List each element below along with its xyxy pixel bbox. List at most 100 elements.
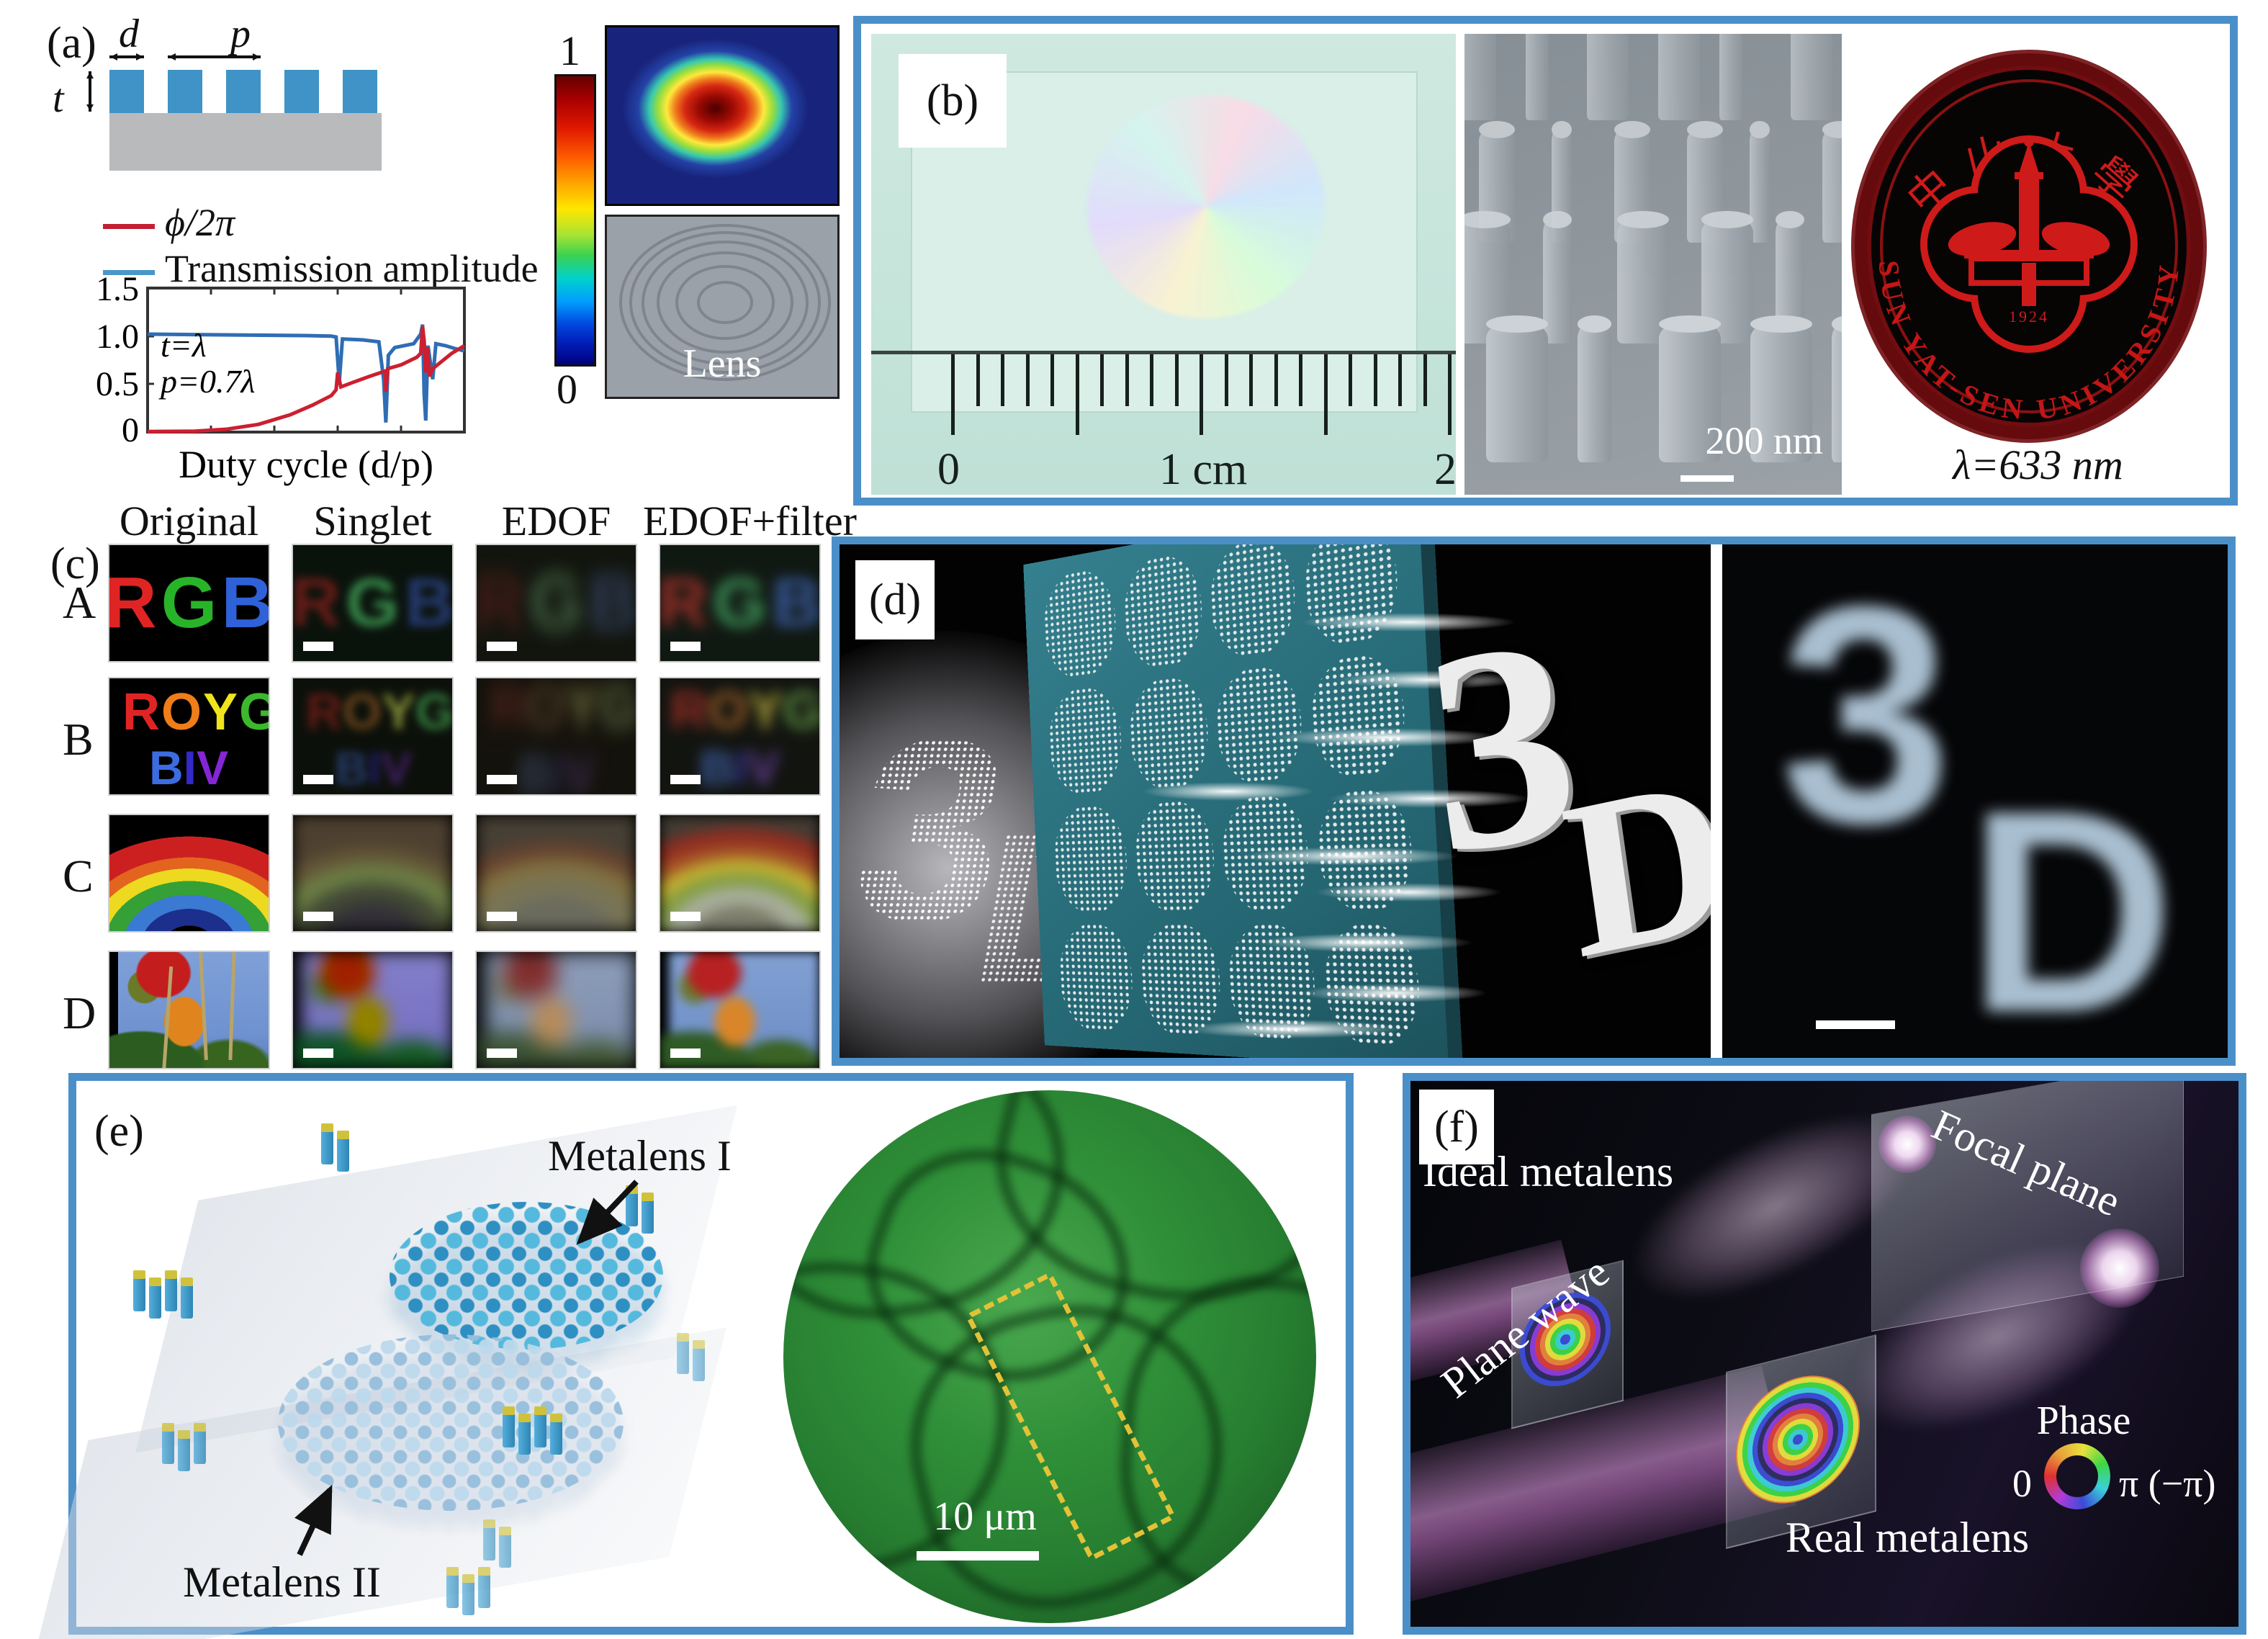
metalens-2-3d — [278, 1334, 624, 1511]
letter: B — [518, 743, 552, 796]
letter: B — [221, 562, 270, 643]
panel-b-label: (b) — [926, 76, 979, 125]
scale-bar — [487, 1048, 517, 1058]
scale-bar — [1816, 1020, 1895, 1029]
plot-legend: ϕ/2π Transmission amplitude — [103, 199, 539, 292]
phase-curve — [147, 326, 466, 434]
column-header-singlet: Singlet — [313, 498, 432, 544]
focal-spot-2 — [2080, 1229, 2159, 1308]
scale-bar — [670, 642, 701, 651]
letter: R — [122, 683, 161, 741]
pillar-clusters — [76, 1081, 1346, 1627]
letter: Y — [748, 682, 783, 740]
letter: B — [149, 741, 184, 794]
metalens-photo: 0 1 cm 2 (b) — [871, 34, 1456, 495]
letter: R — [670, 682, 708, 740]
d-arrow — [109, 53, 144, 60]
row-label-b: B — [63, 714, 94, 765]
letter: I — [368, 742, 381, 794]
ytick-1_0: 1.0 — [96, 318, 139, 356]
scale-bar — [303, 1048, 333, 1058]
logo-year: 1924 — [2009, 307, 2049, 325]
grating-pillar — [284, 70, 319, 113]
rainbow-graphic — [109, 815, 269, 931]
panel-e: (e) Metalens I Metalens II 10 μm — [31, 1073, 1354, 1639]
legend-transmission-label: Transmission amplitude — [165, 247, 539, 290]
phase-max: π (−π) — [2119, 1462, 2216, 1505]
colorbar-max: 1 — [559, 27, 580, 74]
image-d-singlet — [292, 951, 454, 1069]
panel-d-label: (d) — [868, 575, 922, 624]
grating-pillar — [343, 70, 377, 113]
letter: R — [108, 562, 157, 643]
annotation-arrows — [294, 1180, 639, 1556]
letter: B — [588, 558, 637, 647]
scale-bar — [670, 775, 701, 784]
focal-spot-image — [605, 25, 840, 206]
row-label-a: A — [63, 577, 96, 628]
image-d-edof-filter — [659, 951, 821, 1069]
grating-pillar — [226, 70, 261, 113]
nanopillar-sem-image: 200 nm — [1464, 34, 1842, 495]
image-a-edof-filter: R G B — [659, 544, 821, 663]
letter: G — [713, 565, 767, 641]
scale-bar — [487, 775, 517, 784]
letter: R — [292, 565, 341, 641]
image-b-singlet: ROYG BIV — [292, 677, 454, 796]
phase-min: 0 — [2012, 1462, 2032, 1505]
panel-c-label: (c) — [50, 539, 100, 588]
image-d-original — [108, 951, 270, 1069]
image-c-original — [108, 814, 270, 933]
scale-bar — [303, 775, 333, 784]
grating-schematic: d p t — [47, 11, 450, 184]
fresnel-rings — [607, 217, 837, 397]
focusing-illustration: Ideal metalens Focal plane Plane wave Re… — [1410, 1081, 2238, 1627]
panel-d-label-box: (d) — [855, 560, 935, 639]
sysu-logo: 中山大學 SUN YAT-SEN UNIVERSITY — [1851, 50, 2207, 443]
panel-d: 3 D 3 D (d) 3 D — [832, 536, 2236, 1066]
colorbar-min: 0 — [557, 366, 577, 413]
image-c-edof — [475, 814, 637, 933]
scale-label: 10 μm — [933, 1494, 1037, 1539]
panel-b: 0 1 cm 2 (b) 200 nm — [853, 16, 2238, 506]
letter: R — [490, 677, 526, 740]
legend-phase-swatch — [103, 224, 155, 230]
letter: G — [783, 682, 821, 740]
legend-phase-label: ϕ/2π — [165, 201, 235, 244]
p-arrow — [168, 53, 261, 60]
letter: B — [335, 742, 369, 794]
ruler-edge — [871, 351, 1456, 354]
sem-scale-label: 200 nm — [1705, 419, 1823, 462]
scale-bar — [303, 642, 333, 651]
dim-p-label: p — [230, 12, 251, 56]
university-logo-image: 中山大學 SUN YAT-SEN UNIVERSITY — [1849, 34, 2227, 495]
letter: B — [700, 741, 734, 794]
panel-a: (a) d p t ϕ/2π Transmission amplitude — [47, 11, 840, 508]
panel-a-label: (a) — [47, 19, 96, 68]
blurred-d: D — [1967, 750, 2175, 1058]
focal-spot-1 — [1878, 1115, 1936, 1173]
panel-b-label-box: (b) — [899, 54, 1007, 148]
nanopillars — [1464, 34, 1842, 495]
scale-bar — [303, 912, 333, 921]
letter: V — [381, 742, 412, 794]
letter: I — [183, 741, 197, 794]
phase-legend-title: Phase — [2036, 1398, 2131, 1443]
sem-scale-bar — [1680, 475, 1734, 482]
ytick-1_5: 1.5 — [96, 277, 139, 308]
grating-pillar — [168, 70, 202, 113]
annotation-p: p=0.7λ — [158, 363, 255, 400]
panel-f: Ideal metalens Focal plane Plane wave Re… — [1403, 1073, 2246, 1635]
letter: I — [552, 743, 564, 796]
ytick-0: 0 — [122, 411, 139, 449]
metalens-2-label: Metalens II — [183, 1558, 381, 1606]
grating-pillar — [109, 70, 144, 113]
legend-transmission-row: Transmission amplitude — [103, 246, 539, 292]
image-a-singlet: R G B — [292, 544, 454, 663]
scale-bar — [670, 912, 701, 921]
letter: V — [564, 743, 595, 796]
logo-emblem: 1924 — [1920, 135, 2138, 353]
ytick-0_5: 0.5 — [96, 365, 139, 403]
t-arrow — [86, 71, 94, 112]
legend-phase-row: ϕ/2π — [103, 199, 539, 246]
